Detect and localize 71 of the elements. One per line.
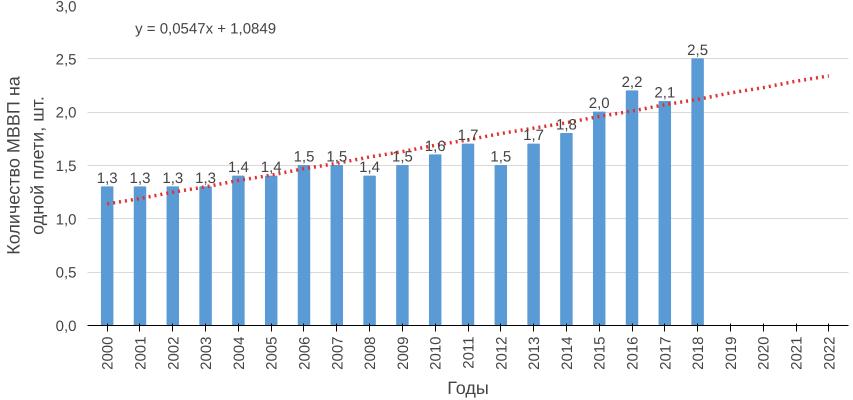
data-label: 1,4 [359, 159, 380, 176]
data-label: 1,6 [424, 138, 446, 155]
x-tick-label: 2021 [788, 336, 806, 370]
x-axis-title: Годы [447, 378, 489, 398]
x-tick-label: 2001 [132, 336, 150, 370]
x-tick-label: 2014 [558, 336, 576, 370]
bar [592, 112, 606, 326]
y-tick-label: 1,0 [56, 211, 77, 228]
y-tick-label: 1,5 [56, 158, 77, 175]
x-tick-label: 2013 [526, 336, 544, 370]
bar [363, 176, 376, 326]
x-tick-label: 2019 [722, 336, 740, 370]
x-tick-label: 2005 [264, 336, 281, 370]
x-tick-label: 2007 [329, 336, 346, 370]
bar [298, 165, 310, 326]
data-label: 1,5 [326, 148, 348, 166]
data-label: 1,5 [490, 148, 512, 166]
x-tick-label: 2012 [493, 336, 510, 370]
bar [134, 186, 146, 326]
data-label: 2,1 [654, 84, 676, 102]
bar [264, 176, 278, 326]
bar [560, 133, 573, 326]
y-tick-label: 0,5 [56, 264, 77, 282]
data-label: 1,8 [556, 116, 577, 134]
bar [691, 58, 704, 326]
bar [396, 165, 409, 326]
x-tick-label: 2016 [624, 336, 642, 370]
x-tick-label: 2002 [165, 336, 182, 370]
bar [100, 186, 114, 326]
bar [462, 144, 474, 326]
y-tick-label: 3,0 [56, 0, 77, 16]
bar [166, 186, 180, 326]
data-label: 2,5 [687, 42, 708, 59]
x-tick-label: 2018 [690, 336, 708, 370]
annotation: y = 0,0547x + 1,0849 [135, 20, 276, 38]
data-label: 1,3 [130, 170, 150, 187]
data-label: 2,0 [588, 95, 610, 112]
y-tick-label: 0,0 [56, 318, 77, 335]
data-label: 1,7 [458, 127, 478, 144]
data-label: 1,3 [162, 170, 184, 187]
x-tick-label: 2015 [592, 336, 609, 370]
x-tick-label: 2000 [100, 336, 117, 370]
data-label: 1,4 [260, 159, 282, 176]
bar [658, 101, 672, 326]
data-label: 1,4 [228, 159, 249, 176]
y-axis-title: Количество МВВП на одной плети, шт. [4, 75, 48, 255]
x-tick-label: 2003 [198, 336, 216, 370]
bar [626, 90, 638, 326]
bar [199, 186, 212, 326]
x-tick-label: 2006 [296, 336, 314, 370]
data-label: 1,7 [523, 127, 544, 144]
x-tick-label: 2010 [428, 336, 445, 370]
bar [232, 176, 245, 326]
y-tick-label: 2,0 [56, 104, 77, 122]
data-label: 1,3 [195, 170, 216, 187]
x-tick-label: 2011 [460, 336, 478, 369]
data-label: 2,2 [622, 74, 642, 91]
bar [428, 154, 442, 326]
data-label: 1,3 [96, 170, 118, 187]
y-tick-label: 2,5 [56, 51, 77, 68]
data-label: 1,5 [294, 148, 314, 166]
bar [494, 165, 508, 326]
x-tick-label: 2022 [821, 336, 838, 370]
data-label: 1,5 [392, 148, 413, 166]
bar [330, 165, 344, 326]
x-tick-label: 2008 [362, 336, 380, 370]
x-tick-label: 2009 [394, 336, 412, 370]
x-tick-label: 2017 [657, 336, 674, 370]
bar [527, 144, 540, 326]
x-tick-label: 2004 [230, 336, 248, 370]
x-tick-label: 2020 [756, 336, 773, 370]
